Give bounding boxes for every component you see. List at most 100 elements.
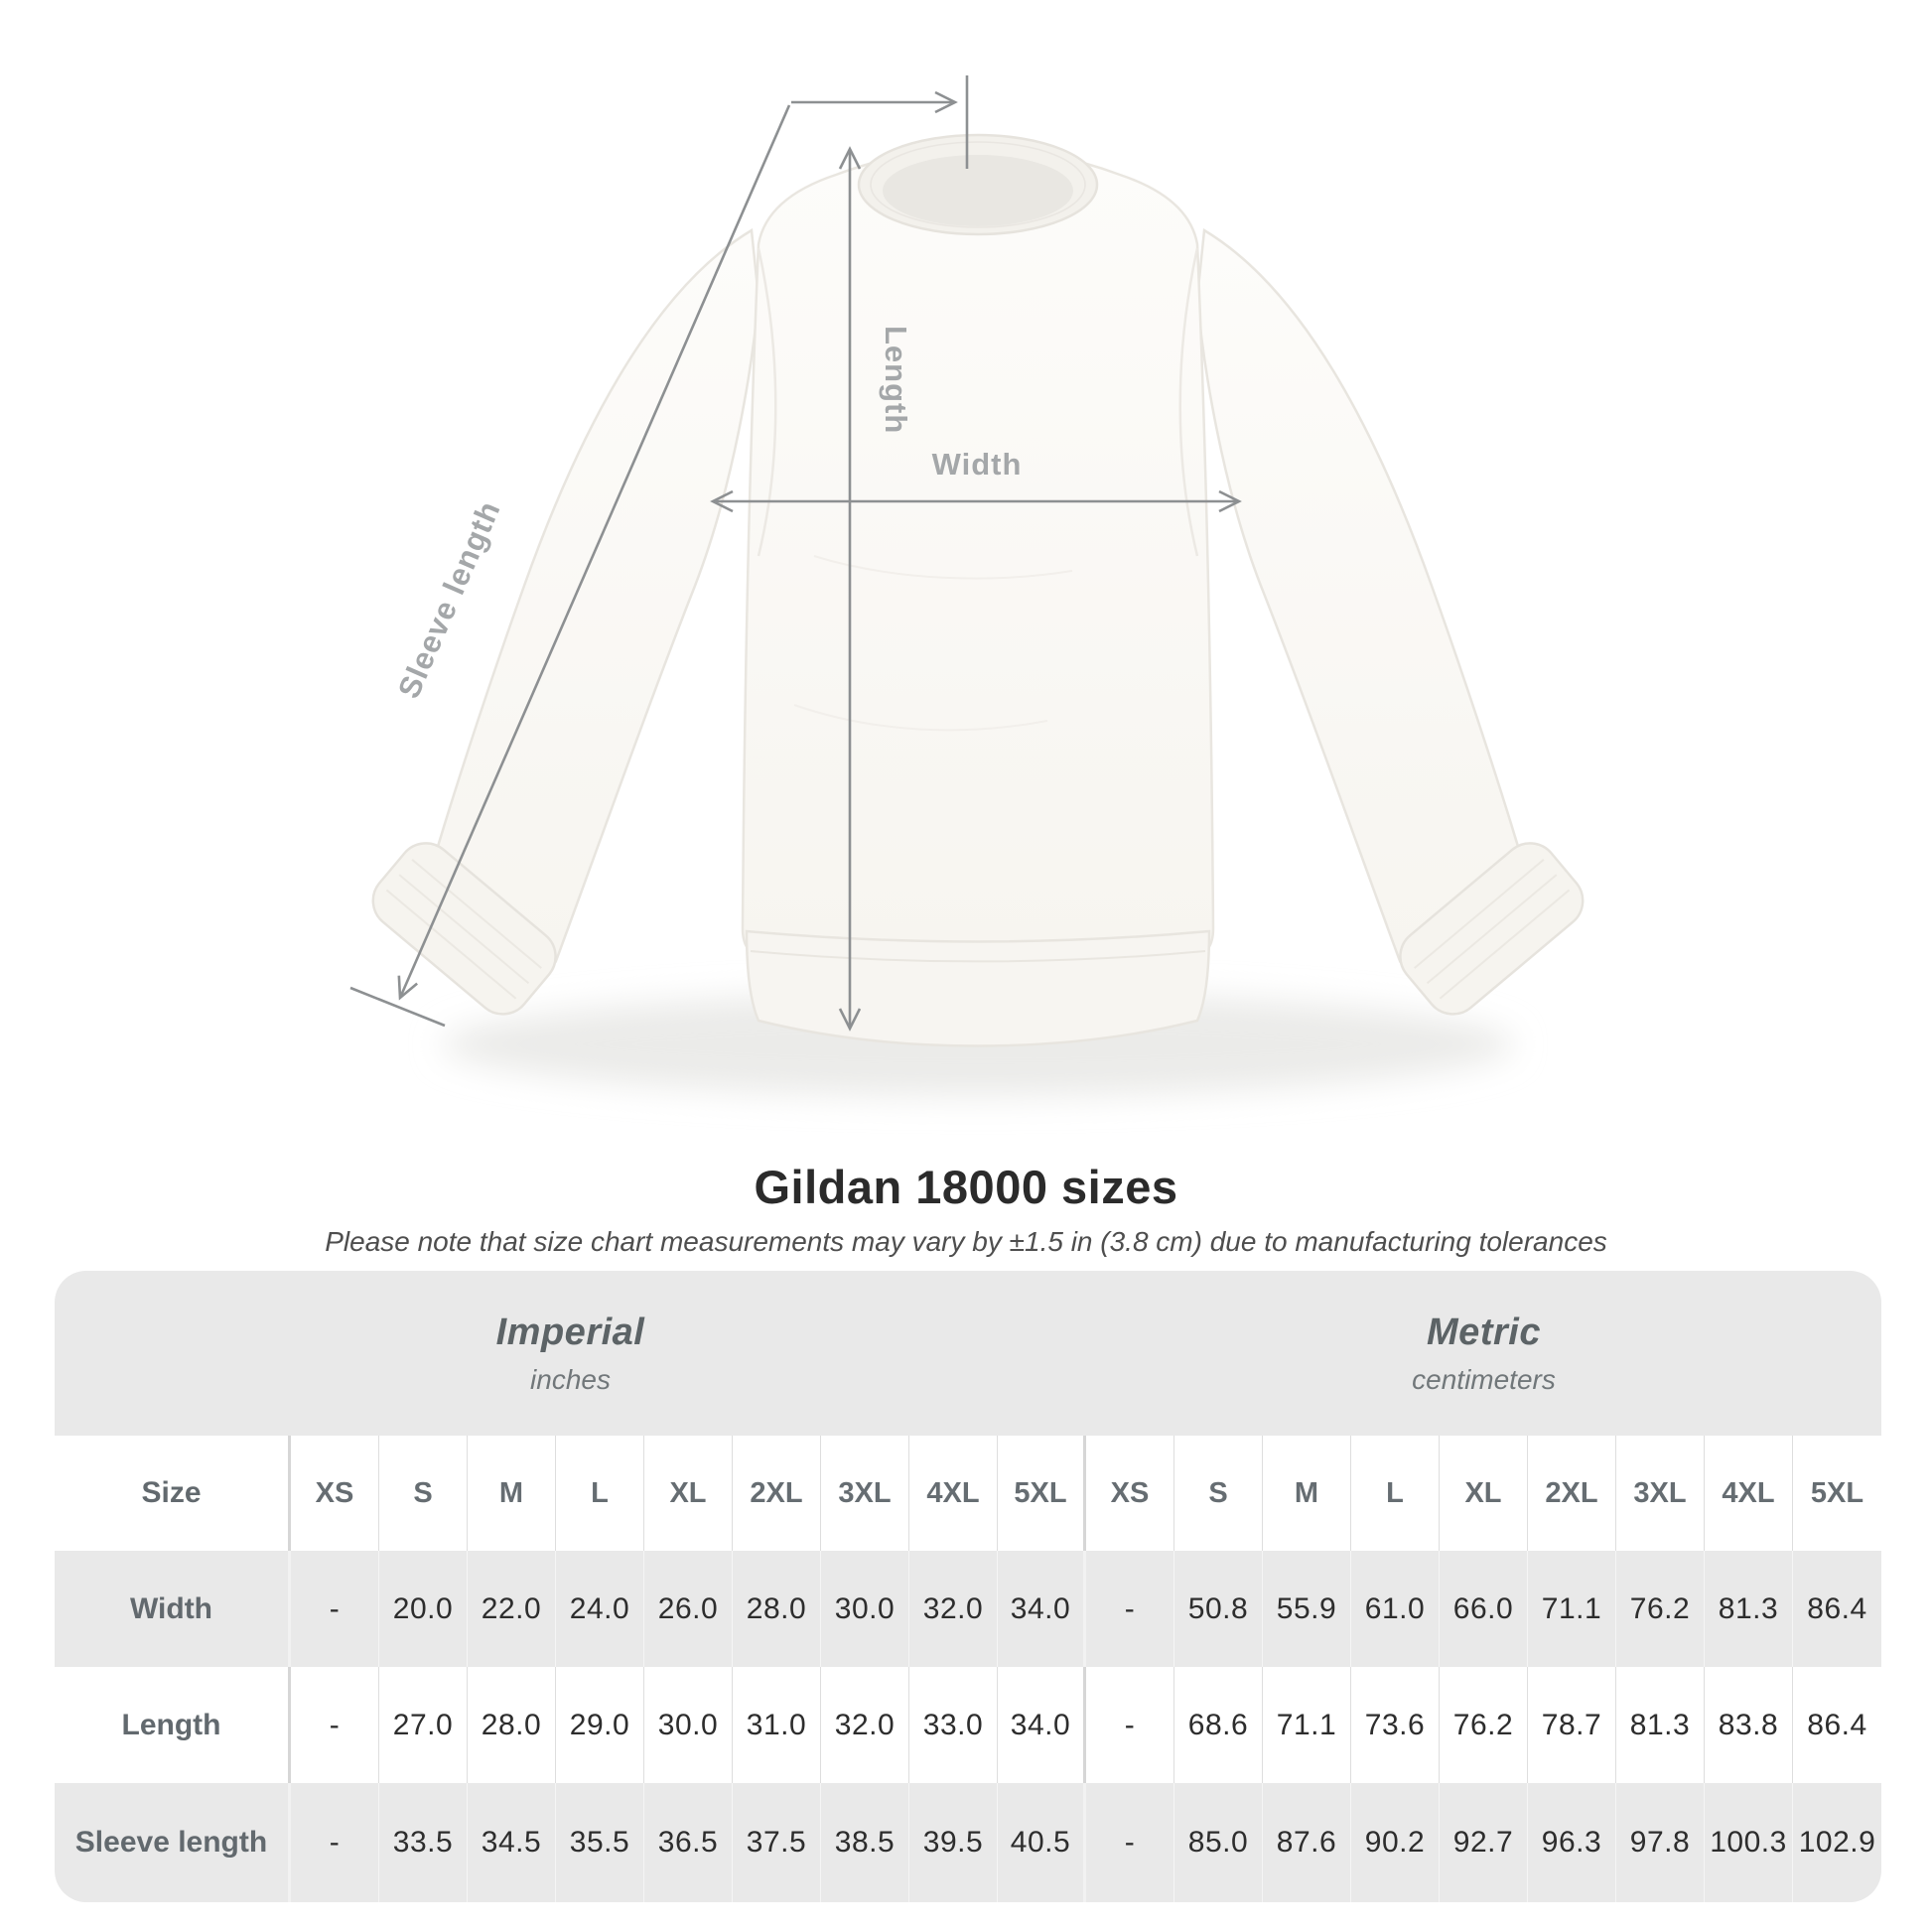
fabric-wrinkle (793, 704, 1048, 732)
value-cell: 33.5 (379, 1783, 468, 1902)
value-cell: 32.0 (909, 1551, 998, 1667)
table-row-length: Length -27.0 28.0 29.0 30.0 31.0 32.0 33.0 34.0-… (55, 1667, 1881, 1783)
value-cell: 86.4 (1807, 1708, 1867, 1741)
size-column-header: 2XL (1528, 1436, 1616, 1551)
size-column-header: XL (644, 1436, 733, 1551)
sweatshirt-body (741, 146, 1215, 958)
value-cell: 37.5 (733, 1783, 821, 1902)
metric-label: Metric (1427, 1311, 1541, 1353)
value-cell: 32.0 (821, 1667, 909, 1783)
value-cell: 68.6 (1174, 1667, 1263, 1783)
value-cell: - (291, 1551, 379, 1667)
value-cell: 78.7 (1528, 1667, 1616, 1783)
size-column-header: 2XL (733, 1436, 821, 1551)
sweatshirt-measurement-diagram: Length Width Sleeve length (349, 75, 1595, 1096)
row-label: Sleeve length (55, 1783, 291, 1902)
value-cell: 40.5 (998, 1783, 1086, 1902)
row-label: Width (55, 1551, 291, 1667)
value-cell: 83.8 (1705, 1667, 1793, 1783)
value-cell: 100.3 (1705, 1783, 1793, 1902)
value-cell: 22.0 (468, 1551, 556, 1667)
size-column-header: XS (1086, 1436, 1174, 1551)
value-cell: 71.1 (1528, 1551, 1616, 1667)
sleeve-bottom-tick (349, 986, 446, 1028)
value-cell: 81.3 (1616, 1667, 1705, 1783)
right-armhole-seam (1178, 247, 1199, 557)
collar-stitch (870, 141, 1086, 228)
value-cell: 30.0 (644, 1667, 733, 1783)
sweatshirt-graphic: Length Width Sleeve length (349, 75, 1595, 1096)
size-header-row: Size XS S M L XL 2XL 3XL 4XL 5XL XS S M L XL 2XL 3XL 4XL… (55, 1436, 1881, 1551)
value-cell: 55.9 (1263, 1551, 1351, 1667)
size-column-header: 3XL (821, 1436, 909, 1551)
value-cell: - (1086, 1667, 1174, 1783)
value-cell: 73.6 (1351, 1667, 1440, 1783)
size-table: Imperial inches Metric centimeters Size … (55, 1271, 1881, 1902)
metric-group-header: Metric centimeters (1086, 1271, 1881, 1436)
tolerance-note: Please note that size chart measurements… (325, 1226, 1607, 1257)
value-cell: 34.0 (998, 1551, 1086, 1667)
value-cell: 28.0 (468, 1667, 556, 1783)
value-cell: 28.0 (733, 1551, 821, 1667)
value-cell: - (1086, 1783, 1174, 1902)
hem-band (745, 929, 1211, 1047)
value-cell: 34.0 (998, 1667, 1086, 1783)
size-column-header: 4XL (909, 1436, 998, 1551)
inches-label: inches (530, 1363, 611, 1395)
size-column-header: XL (1440, 1436, 1528, 1551)
size-column-header: 4XL (1705, 1436, 1793, 1551)
value-cell: 71.1 (1263, 1667, 1351, 1783)
size-column-header: S (379, 1436, 468, 1551)
value-cell: 81.3 (1705, 1551, 1793, 1667)
value-cell: - (291, 1667, 379, 1783)
value-cell: 61.0 (1351, 1551, 1440, 1667)
value-cell: 92.7 (1440, 1783, 1528, 1902)
value-cell: 39.5 (909, 1783, 998, 1902)
collar-opening (883, 155, 1073, 226)
value-cell: 20.0 (379, 1551, 468, 1667)
size-column-header: M (1263, 1436, 1351, 1551)
size-column-header: L (1351, 1436, 1440, 1551)
hem-seam (750, 950, 1206, 963)
value-cell: 38.5 (821, 1783, 909, 1902)
unit-group-row: Imperial inches Metric centimeters (55, 1271, 1881, 1436)
value-cell: 87.6 (1263, 1783, 1351, 1902)
table-row-sleeve-length: Sleeve length -33.5 34.5 35.5 36.5 37.5 38.5 39… (55, 1783, 1881, 1902)
size-column-header: 3XL (1616, 1436, 1705, 1551)
value-cell: - (291, 1783, 379, 1902)
value-cell: 36.5 (644, 1783, 733, 1902)
size-header-cell: Size (55, 1436, 291, 1551)
sleeve-measure-label: Sleeve length (391, 495, 507, 703)
page-title: Gildan 18000 sizes (754, 1161, 1178, 1213)
value-cell: 30.0 (821, 1551, 909, 1667)
value-cell: 24.0 (556, 1551, 644, 1667)
measurement-lines (349, 75, 1242, 1032)
value-cell: 102.9 (1798, 1826, 1876, 1859)
row-label: Length (55, 1667, 291, 1783)
value-cell: 26.0 (644, 1551, 733, 1667)
width-measure-label: Width (932, 447, 1023, 482)
value-cell: 97.8 (1616, 1783, 1705, 1902)
value-cell: 50.8 (1174, 1551, 1263, 1667)
value-cell: 90.2 (1351, 1783, 1440, 1902)
value-cell: 29.0 (556, 1667, 644, 1783)
size-column-header: S (1174, 1436, 1263, 1551)
value-cell: 76.2 (1616, 1551, 1705, 1667)
value-cell: 66.0 (1440, 1551, 1528, 1667)
value-cell: 76.2 (1440, 1667, 1528, 1783)
imperial-label: Imperial (495, 1311, 645, 1353)
value-cell: 31.0 (733, 1667, 821, 1783)
size-column-header: 5XL (998, 1436, 1086, 1551)
table-row-width: Width -20.0 22.0 24.0 26.0 28.0 30.0 32.0 34.0-5… (55, 1551, 1881, 1667)
imperial-group-header: Imperial inches (55, 1271, 1086, 1436)
size-column-header: XS (291, 1436, 379, 1551)
value-cell: - (1086, 1551, 1174, 1667)
value-cell: 34.5 (468, 1783, 556, 1902)
value-cell: 86.4 (1807, 1591, 1867, 1625)
left-armhole-seam (757, 247, 777, 557)
value-cell: 96.3 (1528, 1783, 1616, 1902)
sleeve-diagonal-arrow (397, 104, 791, 1001)
size-column-header: M (468, 1436, 556, 1551)
size-column-header: L (556, 1436, 644, 1551)
length-measure-label: Length (879, 326, 913, 434)
